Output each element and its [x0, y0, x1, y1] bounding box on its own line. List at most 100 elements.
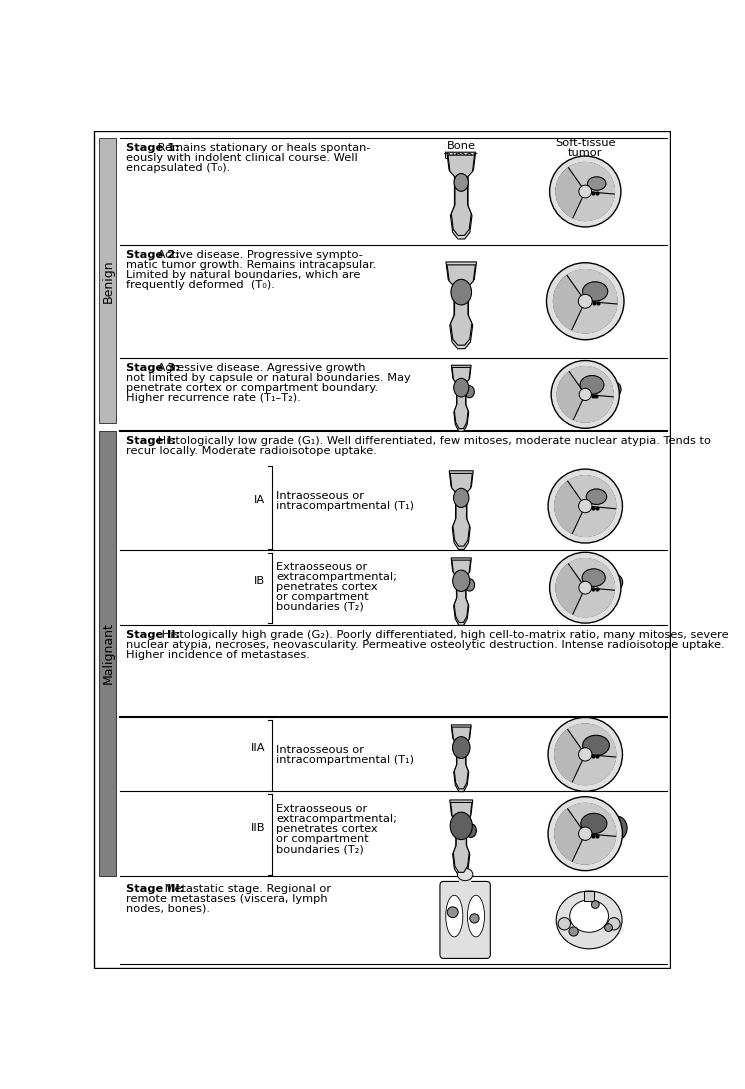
Polygon shape — [569, 367, 613, 396]
Circle shape — [558, 918, 571, 930]
Polygon shape — [554, 276, 586, 330]
Text: Extraosseous or: Extraosseous or — [276, 562, 367, 572]
Text: boundaries (T₂): boundaries (T₂) — [276, 602, 364, 612]
Polygon shape — [572, 506, 615, 537]
Circle shape — [579, 389, 592, 401]
Circle shape — [550, 552, 621, 623]
Polygon shape — [568, 162, 615, 194]
Circle shape — [547, 262, 624, 340]
Ellipse shape — [607, 382, 621, 397]
Ellipse shape — [583, 282, 608, 301]
Ellipse shape — [465, 386, 475, 397]
Text: intracompartmental (T₁): intracompartmental (T₁) — [276, 755, 414, 766]
Text: Stage I:: Stage I: — [126, 436, 176, 445]
Bar — [99, 138, 116, 424]
Ellipse shape — [581, 813, 607, 834]
Text: eously with indolent clinical course. Well: eously with indolent clinical course. We… — [126, 154, 358, 163]
Text: Intraosseous or: Intraosseous or — [276, 491, 364, 501]
Ellipse shape — [467, 895, 484, 937]
Circle shape — [579, 582, 592, 595]
Polygon shape — [573, 192, 615, 221]
Text: IIB: IIB — [250, 822, 265, 832]
Text: Malignant: Malignant — [101, 623, 114, 685]
Text: nodes, bones).: nodes, bones). — [126, 904, 209, 914]
Circle shape — [555, 724, 616, 785]
Text: encapsulated (T₀).: encapsulated (T₀). — [126, 163, 230, 173]
Text: IIA: IIA — [250, 743, 265, 754]
Polygon shape — [568, 559, 615, 590]
Circle shape — [548, 797, 623, 870]
Polygon shape — [585, 891, 594, 901]
Text: Stage III:: Stage III: — [126, 884, 184, 894]
Text: Stage 2:: Stage 2: — [126, 250, 180, 260]
Text: Higher recurrence rate (T₁–T₂).: Higher recurrence rate (T₁–T₂). — [126, 393, 300, 403]
Text: IA: IA — [254, 495, 265, 505]
Circle shape — [579, 500, 592, 513]
Ellipse shape — [454, 378, 469, 397]
Circle shape — [557, 367, 613, 423]
Polygon shape — [448, 155, 475, 235]
Text: Agressive disease. Agressive growth: Agressive disease. Agressive growth — [154, 364, 366, 374]
Text: penetrate cortex or compartment boundary.: penetrate cortex or compartment boundary… — [126, 383, 378, 393]
Circle shape — [608, 918, 620, 930]
Circle shape — [548, 718, 623, 792]
Text: remote metastases (viscera, lymph: remote metastases (viscera, lymph — [126, 894, 327, 904]
Circle shape — [555, 476, 616, 537]
Text: or compartment: or compartment — [276, 834, 369, 844]
Text: boundaries (T₂): boundaries (T₂) — [276, 844, 364, 855]
Text: intracompartmental (T₁): intracompartmental (T₁) — [276, 501, 414, 511]
Ellipse shape — [580, 376, 604, 394]
Polygon shape — [451, 365, 471, 431]
Polygon shape — [555, 481, 586, 534]
Circle shape — [470, 914, 479, 923]
Text: Higher incidence of metastases.: Higher incidence of metastases. — [126, 650, 310, 660]
Polygon shape — [447, 265, 475, 345]
Polygon shape — [450, 800, 472, 876]
Text: tumor: tumor — [444, 150, 478, 161]
Circle shape — [579, 827, 592, 841]
Polygon shape — [573, 588, 615, 616]
Text: nuclear atypia, necroses, neovascularity. Permeative osteolytic destruction. Int: nuclear atypia, necroses, neovascularity… — [126, 639, 724, 650]
Polygon shape — [572, 302, 617, 333]
Circle shape — [554, 270, 617, 333]
Circle shape — [556, 559, 615, 616]
Text: Active disease. Progressive sympto-: Active disease. Progressive sympto- — [154, 250, 363, 260]
Text: or compartment: or compartment — [276, 592, 369, 602]
Circle shape — [579, 185, 592, 198]
Ellipse shape — [454, 488, 469, 507]
Circle shape — [569, 927, 578, 937]
Circle shape — [592, 901, 599, 908]
Circle shape — [551, 360, 619, 428]
Ellipse shape — [582, 568, 605, 587]
Bar — [99, 431, 116, 876]
Text: Soft-tissue: Soft-tissue — [555, 138, 615, 148]
Text: Bone: Bone — [447, 142, 476, 151]
Text: frequently deformed  (T₀).: frequently deformed (T₀). — [126, 280, 275, 290]
Circle shape — [447, 907, 458, 918]
Text: tumor: tumor — [568, 148, 603, 158]
Text: penetrates cortex: penetrates cortex — [276, 824, 378, 834]
Polygon shape — [452, 560, 471, 623]
Circle shape — [578, 294, 592, 308]
Circle shape — [548, 469, 623, 543]
Text: Histologically high grade (G₂). Poorly differentiated, high cell-to-matrix ratio: Histologically high grade (G₂). Poorly d… — [158, 629, 729, 639]
Polygon shape — [572, 834, 615, 864]
Polygon shape — [449, 470, 473, 549]
Polygon shape — [567, 270, 617, 304]
Polygon shape — [452, 367, 470, 429]
Text: not limited by capsule or natural boundaries. May: not limited by capsule or natural bounda… — [126, 374, 410, 383]
Text: Stage 3:: Stage 3: — [126, 364, 180, 374]
Text: IB: IB — [254, 576, 265, 586]
Polygon shape — [451, 558, 472, 625]
Ellipse shape — [465, 579, 475, 591]
Polygon shape — [568, 476, 616, 509]
Polygon shape — [574, 394, 613, 423]
Circle shape — [555, 804, 616, 864]
Polygon shape — [450, 474, 472, 547]
Ellipse shape — [450, 812, 472, 840]
Polygon shape — [556, 168, 586, 218]
Circle shape — [579, 748, 592, 761]
Ellipse shape — [454, 173, 469, 192]
Ellipse shape — [452, 736, 470, 758]
Text: Remains stationary or heals spontan-: Remains stationary or heals spontan- — [154, 143, 371, 152]
